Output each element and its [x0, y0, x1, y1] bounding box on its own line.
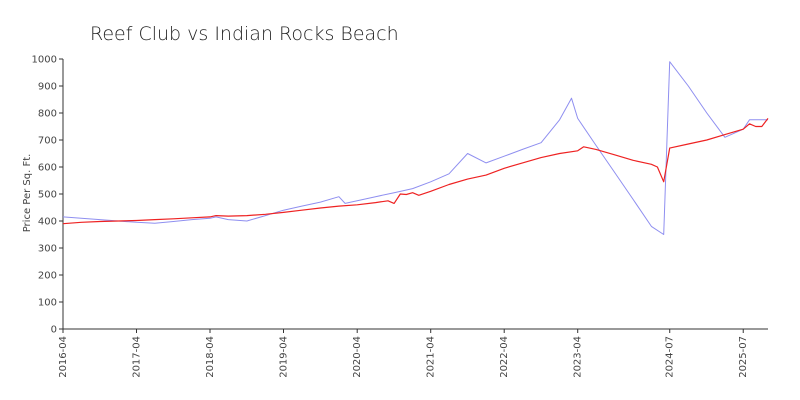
x-tick-label: 2016-04 — [58, 336, 69, 378]
x-tick-label: 2023-04 — [573, 336, 584, 378]
y-tick-label: 900 — [38, 82, 57, 93]
x-tick-label: 2022-04 — [499, 336, 510, 378]
y-tick-label: 100 — [38, 298, 57, 309]
y-tick-label: 800 — [38, 109, 57, 120]
y-tick-label: 1000 — [32, 55, 57, 66]
y-tick-label: 500 — [38, 190, 57, 201]
y-tick-label: 600 — [38, 163, 57, 174]
x-tick-label: 2017-04 — [132, 336, 143, 378]
y-tick-label: 300 — [38, 244, 57, 255]
y-tick-label: 0 — [51, 325, 57, 336]
x-tick-label: 2019-04 — [279, 336, 290, 378]
chart-title: Reef Club vs Indian Rocks Beach — [90, 23, 399, 45]
x-tick-label: 2024-07 — [665, 336, 676, 378]
y-tick-label: 700 — [38, 136, 57, 147]
series-line-2 — [62, 118, 769, 225]
series-layer — [62, 61, 769, 235]
x-tick-label: 2018-04 — [205, 336, 216, 378]
y-axis: 0 100 200 300 400 500 600 700 800 900 1000 — [32, 55, 64, 336]
y-tick-label: 400 — [38, 217, 57, 228]
x-tick-label: 2020-04 — [352, 336, 363, 378]
y-tick-label: 200 — [38, 271, 57, 282]
x-tick-label: 2025-07 — [738, 336, 749, 378]
x-tick-label: 2021-04 — [426, 336, 437, 378]
x-axis: 2016-04 2017-04 2018-04 2019-04 2020-04 2021-… — [58, 328, 768, 378]
series-line-1 — [62, 61, 768, 235]
y-axis-label: Price Per Sq. Ft. — [22, 154, 33, 233]
